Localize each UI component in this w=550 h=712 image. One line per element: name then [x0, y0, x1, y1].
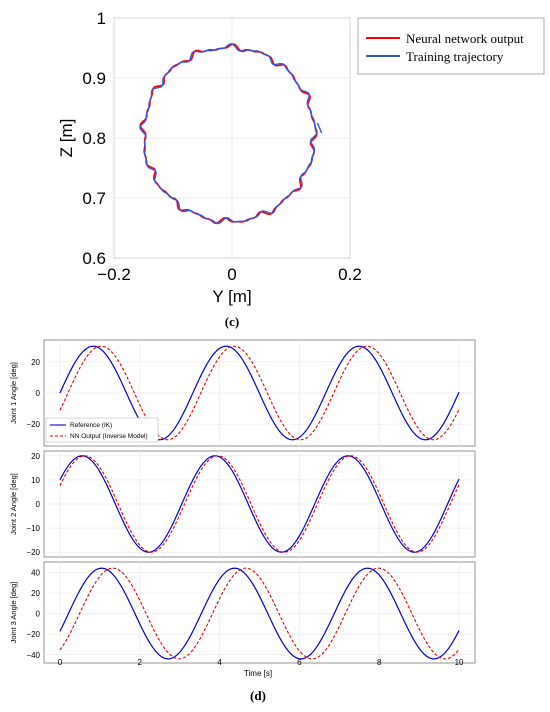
circle-y-tick-label: 0.9 — [82, 69, 106, 88]
joint-y-tick-label: 0 — [36, 389, 41, 398]
joint-y-tick-label: −20 — [26, 420, 40, 429]
circle-x-axis-label: Y [m] — [212, 287, 251, 306]
circle-y-tick-label: 1 — [97, 9, 106, 28]
legend-label-nn: NN Output (Inverse Model) — [70, 433, 148, 440]
joint-y-tick-label: 40 — [31, 568, 40, 577]
circle-x-tick-label: −0.2 — [97, 265, 131, 284]
joint-y-tick-label: 20 — [31, 358, 40, 367]
nn-output-line — [59, 567, 460, 660]
joint-legend-box — [45, 417, 159, 443]
joint-y-tick-label: −10 — [26, 524, 40, 533]
panel-label-c: (c) — [225, 314, 239, 329]
time-tick-label: 0 — [58, 658, 63, 667]
joint-y-axis-label: Joint 3 Angle [deg] — [9, 582, 18, 644]
joint-legend: Reference (IK) NN Output (Inverse Model) — [45, 417, 159, 443]
joint-y-tick-label: 20 — [31, 452, 40, 461]
nn-output-line — [59, 345, 460, 441]
circle-y-tick-label: 0.7 — [82, 189, 106, 208]
joint-subplot-frame — [43, 561, 476, 664]
nn-output-line — [59, 455, 460, 553]
time-tick-label: 8 — [377, 658, 382, 667]
joint-y-tick-label: −40 — [26, 651, 40, 660]
joint-y-tick-label: 20 — [31, 589, 40, 598]
joint-y-tick-label: −20 — [26, 630, 40, 639]
time-tick-label: 6 — [297, 658, 302, 667]
joint-y-tick-label: −20 — [26, 548, 40, 557]
joint-y-axis-label: Joint 2 Angle [deg] — [9, 473, 18, 535]
legend-label-reference: Reference (IK) — [70, 422, 112, 429]
joint-y-tick-label: 10 — [31, 476, 40, 485]
reference-ik-line — [59, 345, 460, 441]
joint-y-tick-label: 0 — [36, 610, 41, 619]
circle-y-axis-label: Z [m] — [57, 119, 76, 158]
joint-y-tick-label: 0 — [36, 500, 41, 509]
joint-1-subplot: 20 0 −20 Joint 1 Angle [deg] — [9, 339, 476, 447]
circle-y-tick-label: 0.6 — [82, 249, 106, 268]
reference-ik-line — [59, 567, 460, 660]
joint-y-axis-label: Joint 1 Angle [deg] — [9, 362, 18, 424]
training-trajectory — [139, 43, 323, 225]
time-axis-label: Time [s] — [244, 669, 272, 678]
circle-x-tick-label: 0.2 — [338, 265, 362, 284]
legend-label-training: Training trajectory — [406, 49, 504, 64]
circle-y-tick-label: 0.8 — [82, 129, 106, 148]
circle-x-tick-label: 0 — [227, 265, 236, 284]
time-tick-label: 10 — [455, 658, 464, 667]
circle-legend: Neural network output Training trajector… — [357, 17, 545, 75]
time-tick-label: 4 — [217, 658, 222, 667]
legend-label-nn-output: Neural network output — [406, 31, 524, 46]
circle-trajectory-chart: −0.2 0 0.2 0.6 0.7 0.8 0.9 1 Y [m] Z [m] Neural… — [57, 9, 545, 329]
joint-2-subplot: 20 10 0 −10 −20 Joint 2 Angle [deg] — [9, 450, 476, 558]
time-tick-label: 2 — [138, 658, 143, 667]
circle-legend-box — [357, 17, 545, 75]
panel-label-d: (d) — [250, 688, 266, 703]
reference-ik-line — [59, 455, 460, 553]
